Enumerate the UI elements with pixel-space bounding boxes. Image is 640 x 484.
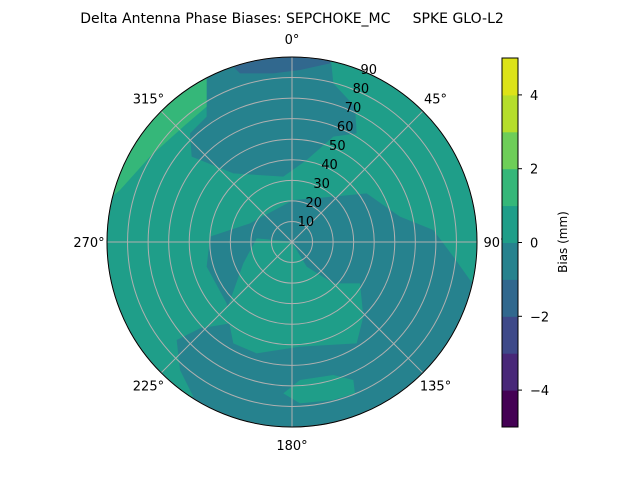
colorbar-band xyxy=(502,94,518,133)
theta-tick-label: 0° xyxy=(285,33,300,48)
colorbar-band xyxy=(502,205,518,243)
theta-tick-label: 225° xyxy=(133,380,164,395)
r-tick-label: 40 xyxy=(321,158,338,173)
colorbar-band xyxy=(502,58,518,96)
contour-band-neg2-neg1 xyxy=(233,57,330,74)
theta-tick-label: 45° xyxy=(424,92,447,107)
colorbar-band xyxy=(502,279,518,317)
r-tick-label: 20 xyxy=(305,196,322,211)
contour-band-0-1 xyxy=(283,374,355,404)
r-tick-label: 50 xyxy=(329,139,346,154)
colorbar-band xyxy=(502,316,518,354)
colorbar-tick-label: −4 xyxy=(530,384,549,399)
polar-grid xyxy=(106,56,478,428)
colorbar-band xyxy=(502,242,518,280)
theta-gridline xyxy=(291,110,424,243)
colorbar-band xyxy=(502,353,518,391)
r-tick-label: 10 xyxy=(298,215,315,230)
r-tick-label: 80 xyxy=(353,82,370,97)
contour-band-neg1-0 xyxy=(189,57,357,177)
theta-gridline xyxy=(160,110,293,243)
theta-gridline xyxy=(160,241,293,374)
colorbar-band xyxy=(502,390,518,428)
r-tick-label: 70 xyxy=(345,101,362,116)
theta-gridline xyxy=(291,241,424,374)
colorbar-tick-label: 2 xyxy=(530,163,538,178)
theta-tick-label: 135° xyxy=(420,380,451,395)
colorbar-band xyxy=(502,168,518,207)
polar-frame xyxy=(106,56,478,428)
colorbar-tick-label: −2 xyxy=(530,310,549,325)
theta-tick-label: 270° xyxy=(73,236,104,251)
r-tick-label: 90 xyxy=(361,63,378,78)
colorbar-tick-label: 4 xyxy=(530,89,538,104)
chart-title: Delta Antenna Phase Biases: SEPCHOKE_MC … xyxy=(80,11,504,27)
axis-labels: 10 20 30 40 50 60 70 80 90 0° 45° 90° 135° 180° 225° 27… xyxy=(73,33,506,454)
r-tick-label: 60 xyxy=(337,120,354,135)
r-tick-label: 30 xyxy=(313,177,330,192)
contour-band-0-1 xyxy=(226,238,364,354)
colorbar-band xyxy=(502,131,518,170)
theta-tick-label: 90° xyxy=(483,236,506,251)
theta-tick-label: 315° xyxy=(133,92,164,107)
colorbar-label: Bias (mm) xyxy=(556,211,570,273)
colorbar: −4 −2 0 2 4 xyxy=(501,57,549,428)
theta-tick-label: 180° xyxy=(276,439,307,454)
colorbar-tick-label: 0 xyxy=(530,237,538,252)
